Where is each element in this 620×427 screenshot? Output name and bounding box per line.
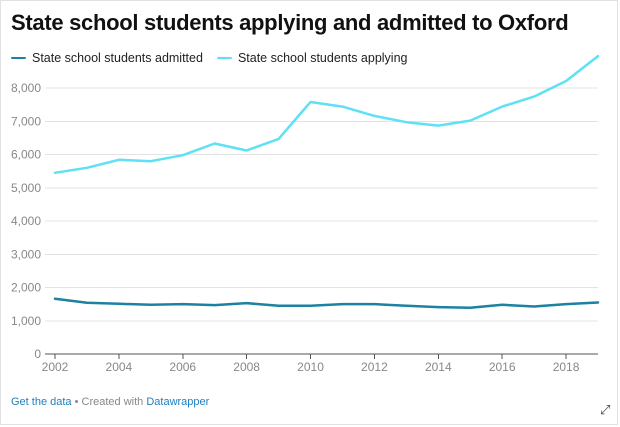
x-tick-label: 2018 <box>553 360 580 374</box>
datawrapper-link[interactable]: Datawrapper <box>146 396 210 408</box>
legend-swatch-applying <box>216 57 232 59</box>
x-tick-label: 2016 <box>489 360 516 374</box>
x-tick-label: 2014 <box>425 360 452 374</box>
y-tick-label: 4,000 <box>11 214 41 228</box>
y-tick-label: 8,000 <box>11 81 41 95</box>
get-data-link[interactable]: Get the data <box>11 396 72 408</box>
series-line-admitted <box>53 297 600 310</box>
legend-label-applying: State school students applying <box>237 51 408 65</box>
x-tick-label: 2006 <box>169 360 196 374</box>
y-tick-label: 5,000 <box>11 181 41 195</box>
legend-item-admitted: State school students admitted <box>11 51 203 65</box>
y-tick-label: 1,000 <box>11 314 41 328</box>
footer-credit-text: • Created with <box>71 396 147 408</box>
series-line-applying <box>53 54 600 175</box>
x-tick-label: 2002 <box>42 360 69 374</box>
y-tick-label: 7,000 <box>11 114 41 128</box>
chart-title: State school students applying and admit… <box>11 10 569 35</box>
x-tick-label: 2004 <box>106 360 133 374</box>
legend-label-admitted: State school students admitted <box>32 51 203 65</box>
legend-swatch-admitted <box>11 57 26 59</box>
legend-item-applying: State school students applying <box>216 51 408 65</box>
y-tick-label: 0 <box>34 347 41 361</box>
x-tick-label: 2008 <box>233 360 260 374</box>
y-tick-label: 3,000 <box>11 247 41 261</box>
footer: Get the data • Created with Datawrapper <box>11 396 209 408</box>
x-tick-label: 2010 <box>297 360 324 374</box>
y-tick-label: 2,000 <box>11 281 41 295</box>
expand-icon[interactable]: ⤢ <box>600 402 611 417</box>
y-tick-label: 6,000 <box>11 148 41 162</box>
legend: State school students admitted State sch… <box>11 51 422 65</box>
x-tick-label: 2012 <box>361 360 388 374</box>
